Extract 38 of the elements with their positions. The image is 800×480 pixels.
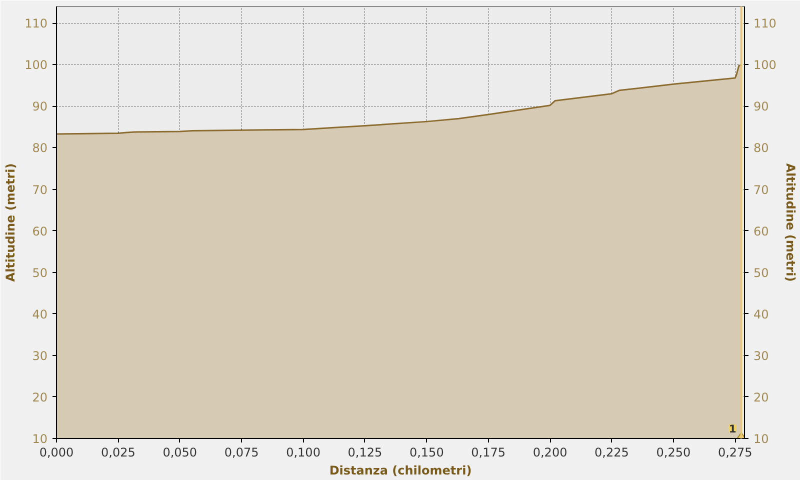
y2-tick-label: 90	[754, 100, 769, 114]
x-tick-label: 0,100	[286, 446, 320, 460]
x-tick-label: 0,250	[656, 446, 691, 460]
y-tick-label: 70	[32, 182, 48, 197]
y2-tick-label: 30	[754, 348, 769, 363]
y-tick-label: 80	[32, 141, 48, 156]
x-tick-label: 0,075	[224, 446, 259, 460]
x-tick-label: 0,125	[348, 446, 382, 460]
y-tick-label: 10	[32, 432, 48, 446]
x-axis-title: Distanza (chilometri)	[329, 464, 472, 478]
y2-axis-title: Altitudine (metri)	[783, 163, 798, 282]
y2-tick-label: 110	[754, 16, 776, 31]
x-tick-label: 0,200	[532, 446, 568, 460]
y2-tick-label: 50	[754, 266, 769, 280]
y-tick-label: 110	[24, 16, 48, 31]
y2-tick-label: 100	[754, 58, 776, 72]
x-tick-label: 0,225	[594, 446, 629, 460]
y2-tick-label: 20	[754, 390, 769, 404]
y-tick-label: 60	[32, 224, 48, 238]
y2-tick-label: 60	[754, 224, 769, 238]
y-tick-label: 30	[32, 348, 48, 363]
y-tick-label: 100	[24, 58, 48, 72]
x-tick-label: 0,175	[471, 446, 506, 460]
y2-tick-label: 10	[754, 432, 769, 446]
x-tick-label: 0,050	[162, 446, 198, 460]
x-tick-label: 0,275	[718, 446, 752, 460]
x-tick-label: 0,000	[39, 446, 74, 460]
y2-tick-label: 80	[754, 141, 769, 156]
annotation: 1	[728, 422, 736, 436]
y2-tick-label: 70	[754, 182, 769, 197]
x-tick-label: 0,025	[101, 446, 136, 460]
y2-tick-label: 40	[754, 307, 769, 322]
y-tick-label: 90	[32, 100, 48, 114]
y-tick-label: 20	[32, 390, 48, 404]
y-axis-title: Altitudine (metri)	[4, 163, 18, 282]
y-tick-label: 50	[32, 266, 48, 280]
x-tick-label: 0,150	[409, 446, 444, 460]
y-tick-label: 40	[32, 307, 48, 322]
